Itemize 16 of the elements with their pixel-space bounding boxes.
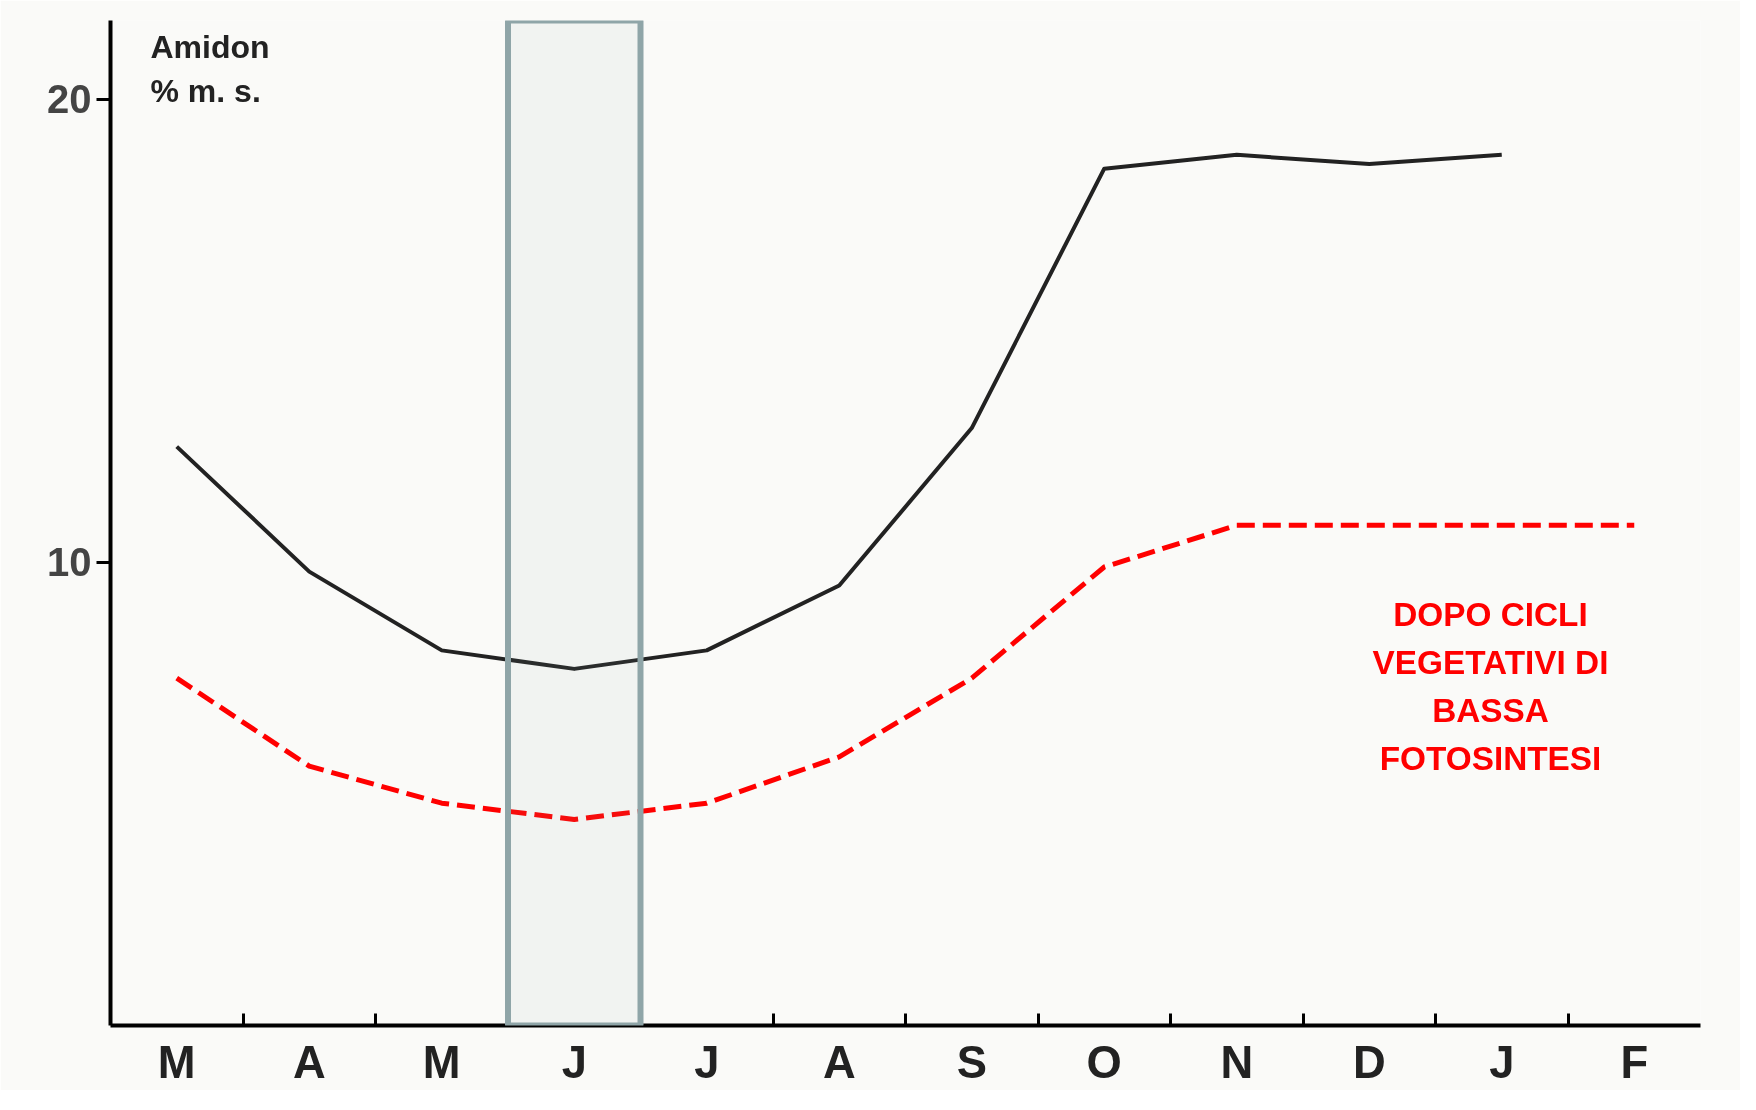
- x-tick-label: M: [422, 1036, 461, 1088]
- x-tick-label: S: [956, 1036, 987, 1088]
- x-tick-label: J: [561, 1036, 587, 1088]
- y-axis-title: Amidon % m. s.: [150, 28, 270, 109]
- x-tick-label: J: [694, 1036, 720, 1088]
- x-tick-label: A: [822, 1036, 856, 1088]
- x-tick-label: F: [1620, 1036, 1649, 1088]
- x-tick-label: A: [292, 1036, 326, 1088]
- x-tick-label: O: [1086, 1036, 1122, 1088]
- y-tick-label: 20: [47, 77, 92, 122]
- x-tick-label: M: [157, 1036, 196, 1088]
- annotation: DOPO CICLI VEGETATIVI DI BASSA FOTOSINTESI: [1372, 595, 1609, 777]
- x-tick-label: D: [1352, 1036, 1386, 1088]
- y-tick-label: 10: [47, 540, 92, 585]
- x-tick-label: N: [1220, 1036, 1254, 1088]
- x-tick-label: J: [1489, 1036, 1515, 1088]
